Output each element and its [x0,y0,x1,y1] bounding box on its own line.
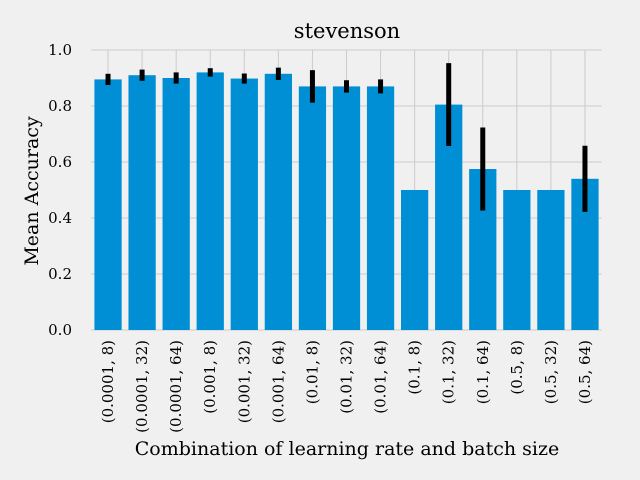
bar [230,78,258,330]
x-tick-label: (0.5, 64) [576,340,594,404]
y-tick-label: 1.0 [48,41,72,59]
y-tick-label: 0.6 [48,153,72,171]
y-tick-label: 0.2 [48,265,72,283]
x-tick-label: (0.01, 32) [338,340,356,414]
x-tick-label: (0.5, 32) [542,340,560,404]
bar [128,75,156,330]
x-tick-label: (0.5, 8) [508,340,526,395]
x-tick-label: (0.01, 8) [303,340,321,404]
x-axis-label: Combination of learning rate and batch s… [135,438,559,460]
bar [366,86,395,331]
bar [196,72,224,331]
bar [503,190,531,330]
x-tick-label: (0.1, 64) [474,340,492,404]
x-tick-label: (0.001, 8) [201,340,219,414]
error-bars [105,63,588,212]
x-tick-label: (0.001, 32) [235,340,253,423]
y-tick-label: 0.8 [48,97,72,115]
y-tick-label: 0.0 [48,321,72,339]
x-tick-label: (0.0001, 64) [167,340,185,433]
chart-title: stevenson [294,19,400,43]
x-tick-label: (0.01, 64) [372,340,390,414]
bar [264,73,292,331]
y-tick-labels: 0.0 0.2 0.4 0.6 0.8 1.0 [48,41,72,339]
bar [537,190,565,330]
bar [332,86,361,331]
bar [298,86,327,331]
bars [94,72,599,331]
bar [401,190,429,330]
y-tick-label: 0.4 [48,209,72,227]
x-tick-label: (0.001, 64) [269,340,287,423]
x-tick-label: (0.0001, 8) [99,340,117,423]
x-tick-label: (0.1, 32) [440,340,458,404]
y-axis-label: Mean Accuracy [21,116,43,266]
bar [162,78,190,330]
bar [94,79,122,331]
x-tick-label: (0.1, 8) [406,340,424,395]
x-tick-label: (0.0001, 32) [133,340,151,433]
x-tick-labels: (0.0001, 8) (0.0001, 32) (0.0001, 64) (0.00… [99,340,594,433]
